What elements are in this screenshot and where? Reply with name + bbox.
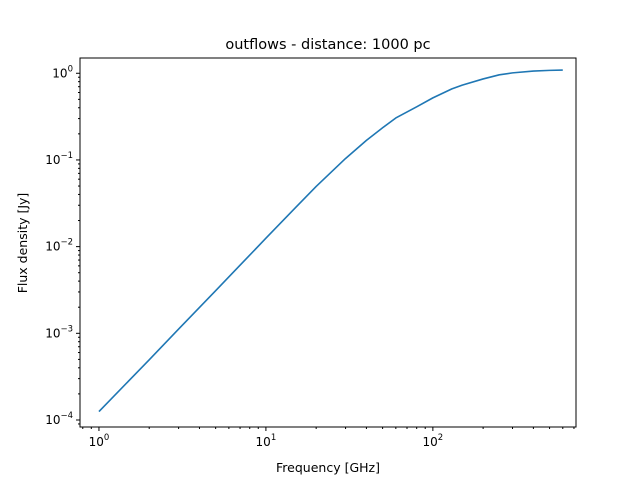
axes-frame [79,57,577,428]
y-tick-label: 10−4 [45,411,73,427]
chart-title: outflows - distance: 1000 pc [225,37,430,53]
y-tick-label: 10−3 [45,324,73,340]
x-axis-label: Frequency [GHz] [276,460,380,475]
series-line [98,69,563,413]
y-axis-label: Flux density [Jy] [15,193,30,294]
y-tick-label: 10−1 [45,151,73,167]
y-tick-label: 100 [52,64,73,80]
x-tick-label: 101 [256,433,277,449]
plot-area: 100 101 102 10−4 10−3 10−2 10−1 100 [45,57,577,449]
x-tick-label: 102 [423,433,444,449]
x-tick-label: 100 [89,433,110,449]
y-tick-label: 10−2 [45,238,73,254]
